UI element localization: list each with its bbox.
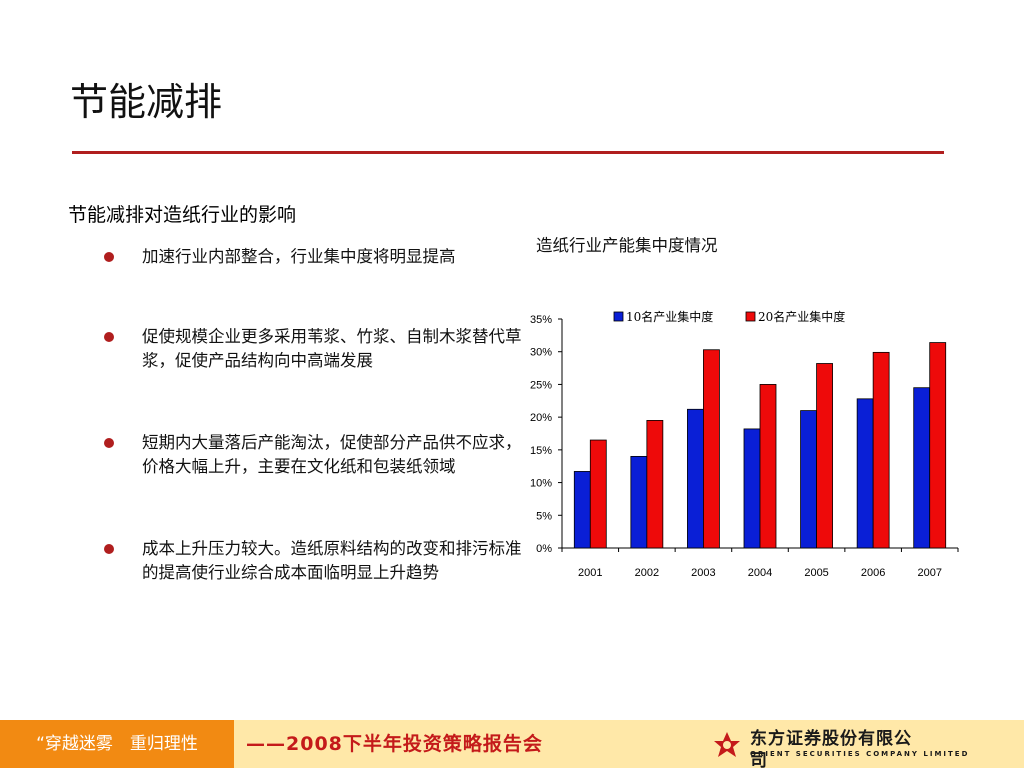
x-tick-label: 2003 [691, 567, 715, 579]
bar [589, 439, 607, 549]
bullet-text: 短期内大量落后产能淘汰，促使部分产品供不应求，价格大幅上升，主要在文化纸和包装纸… [142, 433, 522, 476]
legend-swatch [745, 311, 756, 322]
bar [913, 387, 931, 549]
bullet-text: 加速行业内部整合，行业集中度将明显提高 [142, 247, 456, 266]
y-tick-label: 15% [530, 445, 552, 457]
y-tick-label: 20% [530, 412, 552, 424]
bar [630, 455, 648, 549]
bullet-dot-icon [104, 252, 114, 262]
legend-label: 20名产业集中度 [758, 309, 845, 324]
chart-title: 造纸行业产能集中度情况 [536, 236, 718, 255]
bar [816, 363, 833, 549]
x-tick-label: 2004 [748, 567, 772, 579]
y-tick-label: 5% [536, 510, 552, 522]
x-tick-label: 2005 [804, 567, 828, 579]
list-item: 加速行业内部整合，行业集中度将明显提高 [104, 245, 522, 269]
x-tick-label: 2001 [578, 567, 602, 579]
y-tick-label: 30% [530, 347, 552, 359]
list-item: 成本上升压力较大。造纸原料结构的改变和排污标准的提高使行业综合成本面临明显上升趋… [104, 537, 522, 585]
x-tick-label: 2007 [917, 567, 941, 579]
footer-bar: “穿越迷雾 重归理性 ——2008下半年投资策略报告会 东方证券股份有限公司 O… [0, 720, 1024, 771]
logo-name-en: ORIENT SECURITIES COMPANY LIMITED [750, 750, 970, 758]
bar [743, 428, 761, 549]
bullet-text: 促使规模企业更多采用苇浆、竹浆、自制木浆替代草浆，促使产品结构向中高端发展 [142, 327, 522, 370]
list-item: 短期内大量落后产能淘汰，促使部分产品供不应求，价格大幅上升，主要在文化纸和包装纸… [104, 431, 522, 479]
bar [800, 410, 817, 549]
bullet-dot-icon [104, 438, 114, 448]
y-tick-label: 25% [530, 379, 552, 391]
bar-chart: 0% 5% 10% 15% 20% 25% 30% 35% 2001 2002 2003 2004 20… [530, 309, 959, 579]
y-tick-label: 35% [530, 314, 552, 326]
legend-swatch [613, 311, 624, 322]
footer-slogan: “穿越迷雾 重归理性 [0, 720, 234, 768]
title-divider [72, 151, 944, 154]
bullet-dot-icon [104, 544, 114, 554]
section-heading: 节能减排对造纸行业的影响 [68, 204, 297, 226]
page-title: 节能减排 [70, 80, 223, 124]
bar [646, 420, 664, 549]
logo-name-cn: 东方证券股份有限公司 [750, 729, 912, 771]
bullet-text: 成本上升压力较大。造纸原料结构的改变和排污标准的提高使行业综合成本面临明显上升趋… [142, 539, 522, 582]
footer-conference-title: ——2008下半年投资策略报告会 [246, 733, 543, 755]
bar [872, 351, 890, 549]
logo-mark-icon [714, 732, 740, 757]
bar [856, 398, 874, 549]
bullet-dot-icon [104, 332, 114, 342]
company-logo: 东方证券股份有限公司 ORIENT SECURITIES COMPANY LIM… [712, 728, 967, 771]
list-item: 促使规模企业更多采用苇浆、竹浆、自制木浆替代草浆，促使产品结构向中高端发展 [104, 325, 522, 373]
y-tick-label: 10% [530, 478, 552, 490]
x-tick-label: 2002 [635, 567, 659, 579]
x-tick-label: 2006 [861, 567, 885, 579]
y-tick-label: 0% [536, 543, 552, 555]
legend-label: 10名产业集中度 [626, 309, 713, 324]
bar [929, 342, 947, 549]
bar [573, 471, 591, 549]
bar [687, 408, 704, 549]
bar [703, 349, 720, 549]
bar [759, 384, 777, 549]
